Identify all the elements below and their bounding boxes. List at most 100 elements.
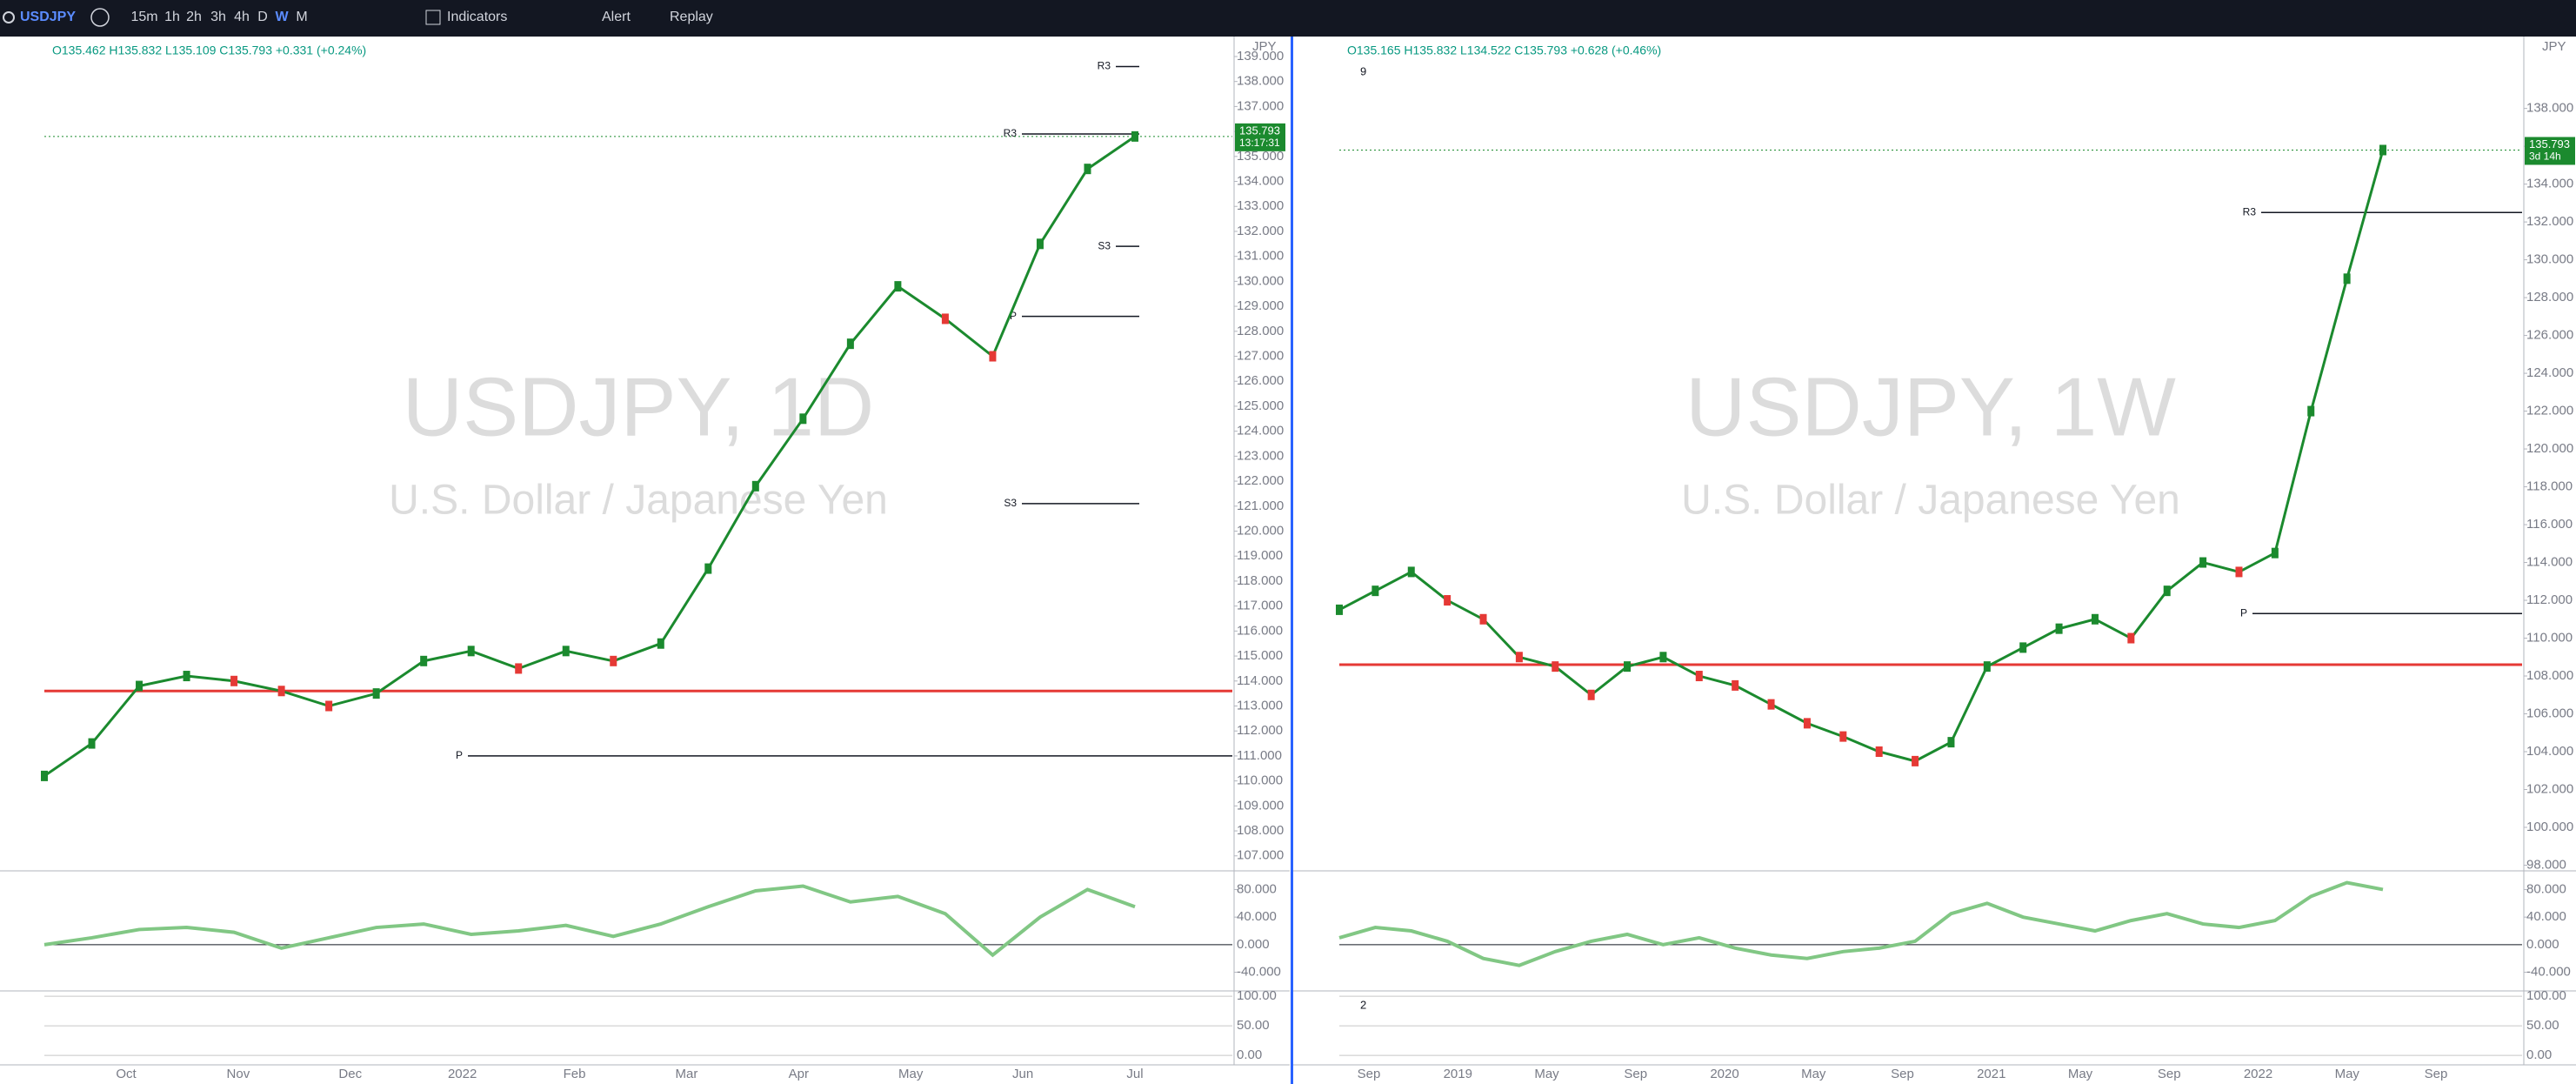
x-tick-label: Sep	[1358, 1067, 1381, 1081]
candle	[1587, 689, 1595, 700]
price-tag	[1235, 123, 1285, 151]
y-tick-label: 132.000	[2526, 214, 2573, 229]
x-tick-label: May	[898, 1067, 924, 1081]
y-tick-label: 137.000	[1237, 98, 1284, 113]
stoch-tick-label: 0.00	[1237, 1047, 1262, 1062]
y-tick-label: 117.000	[1237, 599, 1283, 613]
alert-button[interactable]: Alert	[602, 10, 631, 24]
x-tick-label: 2022	[2244, 1067, 2272, 1081]
x-tick-label: Mar	[676, 1067, 698, 1081]
x-tick-label: Sep	[2425, 1067, 2448, 1081]
y-tick-label: 111.000	[1237, 748, 1282, 763]
y-tick-label: 139.000	[1237, 49, 1284, 64]
y-tick-label: 125.000	[1237, 398, 1284, 413]
toolbar	[0, 0, 2576, 37]
x-tick-label: Dec	[338, 1067, 362, 1081]
stoch-tick-label: 0.00	[2526, 1047, 2552, 1062]
y-tick-label: 131.000	[1237, 249, 1284, 264]
y-tick-label: 119.000	[1237, 548, 1283, 563]
y-tick-label: 135.000	[1237, 149, 1284, 164]
currency-label[interactable]: JPY	[1252, 39, 1277, 54]
interval-button[interactable]: 2h	[186, 10, 202, 24]
candle	[2199, 557, 2207, 568]
y-tick-label: 128.000	[2526, 290, 2573, 304]
interval-button[interactable]: M	[296, 10, 307, 24]
y-tick-label: 134.000	[2526, 177, 2573, 191]
pane-collapse[interactable]: 9	[1360, 64, 1366, 77]
y-tick-label: 115.000	[1237, 648, 1283, 663]
ohlc-legend: O135.165 H135.832 L134.522 C135.793 +0.6…	[1347, 43, 1661, 57]
y-tick-label: 118.000	[1237, 573, 1283, 588]
stoch-tick-label: 100.00	[1237, 988, 1277, 1003]
candle	[1407, 566, 1415, 578]
interval-button[interactable]: 1h	[164, 10, 180, 24]
y-tick-label: 106.000	[2526, 706, 2573, 720]
pivot-label: R3	[2243, 205, 2257, 217]
candle	[751, 480, 759, 492]
replay-button[interactable]: Replay	[670, 10, 713, 24]
pane-collapse[interactable]: 2	[1360, 998, 1366, 1011]
x-tick-label: Jun	[1012, 1067, 1033, 1081]
candle	[1732, 679, 1739, 691]
indicators-icon	[425, 10, 441, 25]
candle	[1624, 661, 1632, 672]
interval-button[interactable]: 15m	[130, 10, 157, 24]
y-tick-label: 107.000	[1237, 848, 1284, 863]
rsi-tick-label: -40.000	[1237, 965, 1281, 980]
price-tag-countdown: 3d 14h	[2529, 151, 2561, 163]
x-tick-label: May	[1801, 1067, 1826, 1081]
y-tick-label: 120.000	[2526, 441, 2573, 456]
interval-button[interactable]: D	[257, 10, 268, 24]
candle	[1875, 746, 1883, 757]
candle	[2055, 623, 2063, 634]
candle	[277, 686, 285, 697]
y-tick-label: 123.000	[1237, 448, 1284, 463]
watermark-description: U.S. Dollar / Japanese Yen	[1681, 478, 2180, 524]
candle	[88, 738, 96, 749]
x-tick-label: 2019	[1444, 1067, 1472, 1081]
interval-button[interactable]: 4h	[234, 10, 250, 24]
y-tick-label: 100.000	[2526, 820, 2573, 834]
y-tick-label: 120.000	[1237, 523, 1284, 538]
pivot-label: P	[456, 749, 463, 761]
candle	[2127, 632, 2135, 644]
interval-button[interactable]: 3h	[210, 10, 226, 24]
y-tick-label: 112.000	[2526, 592, 2573, 607]
x-tick-label: 2020	[1710, 1067, 1738, 1081]
y-tick-label: 124.000	[1237, 424, 1284, 438]
candle	[420, 655, 428, 666]
symbol[interactable]: USDJPY	[20, 10, 76, 24]
y-tick-label: 122.000	[1237, 473, 1284, 488]
x-tick-label: May	[2068, 1067, 2093, 1081]
interval-button[interactable]: W	[275, 10, 289, 24]
x-tick-label: Sep	[1891, 1067, 1914, 1081]
y-tick-label: 133.000	[1237, 198, 1284, 213]
candle	[1767, 699, 1775, 710]
candle	[1444, 595, 1452, 606]
candle	[657, 638, 664, 649]
candle	[894, 281, 902, 292]
candle	[183, 671, 190, 682]
x-tick-label: Feb	[564, 1067, 586, 1081]
indicators-button[interactable]: Indicators	[447, 10, 507, 24]
y-tick-label: 102.000	[2526, 781, 2573, 796]
add-symbol[interactable]	[90, 8, 110, 27]
y-tick-label: 113.000	[1237, 698, 1283, 713]
watermark-symbol: USDJPY, 1W	[1685, 360, 2176, 453]
candle	[1036, 238, 1044, 250]
ohlc-legend: O135.462 H135.832 L135.109 C135.793 +0.3…	[52, 43, 366, 57]
candle	[846, 338, 854, 350]
candle	[562, 646, 570, 657]
candle	[2019, 642, 2027, 653]
candle	[467, 646, 475, 657]
y-tick-label: 126.000	[1237, 373, 1284, 388]
candle	[610, 655, 617, 666]
candle	[1803, 718, 1811, 729]
candle	[515, 663, 523, 674]
candle	[1912, 755, 1919, 766]
candle	[1552, 661, 1559, 672]
currency-label[interactable]: JPY	[2542, 39, 2566, 54]
watermark-symbol: USDJPY, 1D	[403, 360, 874, 453]
candle	[136, 680, 143, 692]
